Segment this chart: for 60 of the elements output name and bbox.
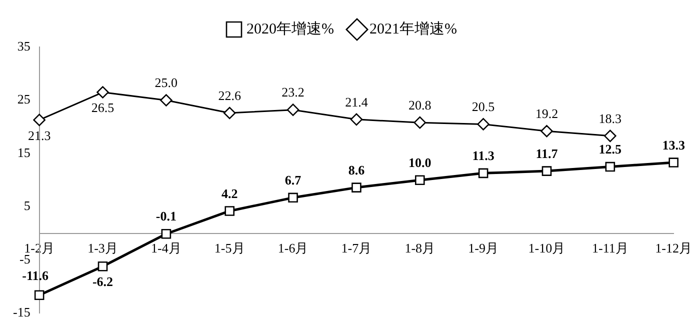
- x-tick-label: 1-10月: [528, 240, 566, 256]
- point: [96, 86, 109, 98]
- point: [414, 116, 426, 129]
- point: [350, 113, 363, 126]
- data-label: 26.5: [91, 100, 114, 116]
- y-tick-label: -5: [19, 251, 30, 266]
- data-label: 21.4: [345, 94, 368, 110]
- point: [160, 94, 172, 106]
- point: [540, 124, 553, 138]
- x-tick-label: 1-4月: [151, 240, 182, 256]
- data-label: 12.5: [598, 142, 622, 157]
- data-label: -0.1: [156, 208, 176, 224]
- point: [668, 158, 678, 168]
- data-label: 6.7: [284, 172, 302, 188]
- x-tick-label: 1-3月: [88, 240, 118, 256]
- data-label: -11.6: [22, 268, 50, 283]
- x-tick-label: 1-8月: [404, 240, 436, 256]
- point: [33, 114, 46, 126]
- data-label: 25.0: [154, 75, 178, 90]
- point: [34, 290, 44, 300]
- x-tick-label: 1-5月: [214, 240, 245, 256]
- point: [161, 228, 172, 239]
- x-tick-label: 1-12月: [655, 240, 692, 256]
- point: [414, 175, 425, 185]
- data-label: 18.3: [598, 110, 622, 126]
- y-tick-label: -15: [12, 304, 30, 320]
- point: [478, 168, 488, 178]
- point: [542, 166, 552, 176]
- data-label: -6.2: [92, 274, 114, 290]
- point: [352, 182, 362, 192]
- data-label: 20.5: [472, 99, 495, 114]
- legend-label: 2021年增速%: [370, 20, 457, 38]
- x-tick-label: 1-11月: [592, 240, 628, 256]
- y-tick-label: 5: [24, 198, 30, 214]
- point: [605, 162, 616, 172]
- data-label: 13.3: [662, 137, 686, 152]
- data-label: 19.2: [535, 106, 558, 122]
- data-label: 10.0: [408, 154, 432, 170]
- x-tick-label: 1-6月: [278, 240, 308, 256]
- y-tick-label: 15: [17, 144, 30, 160]
- point: [98, 261, 108, 272]
- data-label: 11.3: [472, 148, 495, 164]
- x-tick-label: 1-7月: [341, 240, 372, 256]
- data-label: 4.2: [221, 186, 238, 201]
- data-label: 21.3: [28, 128, 51, 143]
- point: [224, 206, 234, 216]
- point: [288, 192, 298, 203]
- data-label: 8.6: [348, 162, 366, 178]
- data-label: 11.7: [536, 146, 558, 161]
- point: [477, 118, 490, 130]
- data-label: 22.6: [218, 88, 242, 103]
- x-tick-label: 1-9月: [468, 240, 498, 256]
- data-label: 23.2: [282, 84, 304, 100]
- data-label: 20.8: [408, 98, 432, 113]
- point: [604, 130, 616, 142]
- point: [286, 104, 300, 116]
- y-tick-label: 35: [17, 38, 30, 54]
- y-tick-label: 25: [17, 92, 30, 107]
- legend-label: 2020年增速%: [246, 20, 334, 38]
- point: [223, 106, 236, 120]
